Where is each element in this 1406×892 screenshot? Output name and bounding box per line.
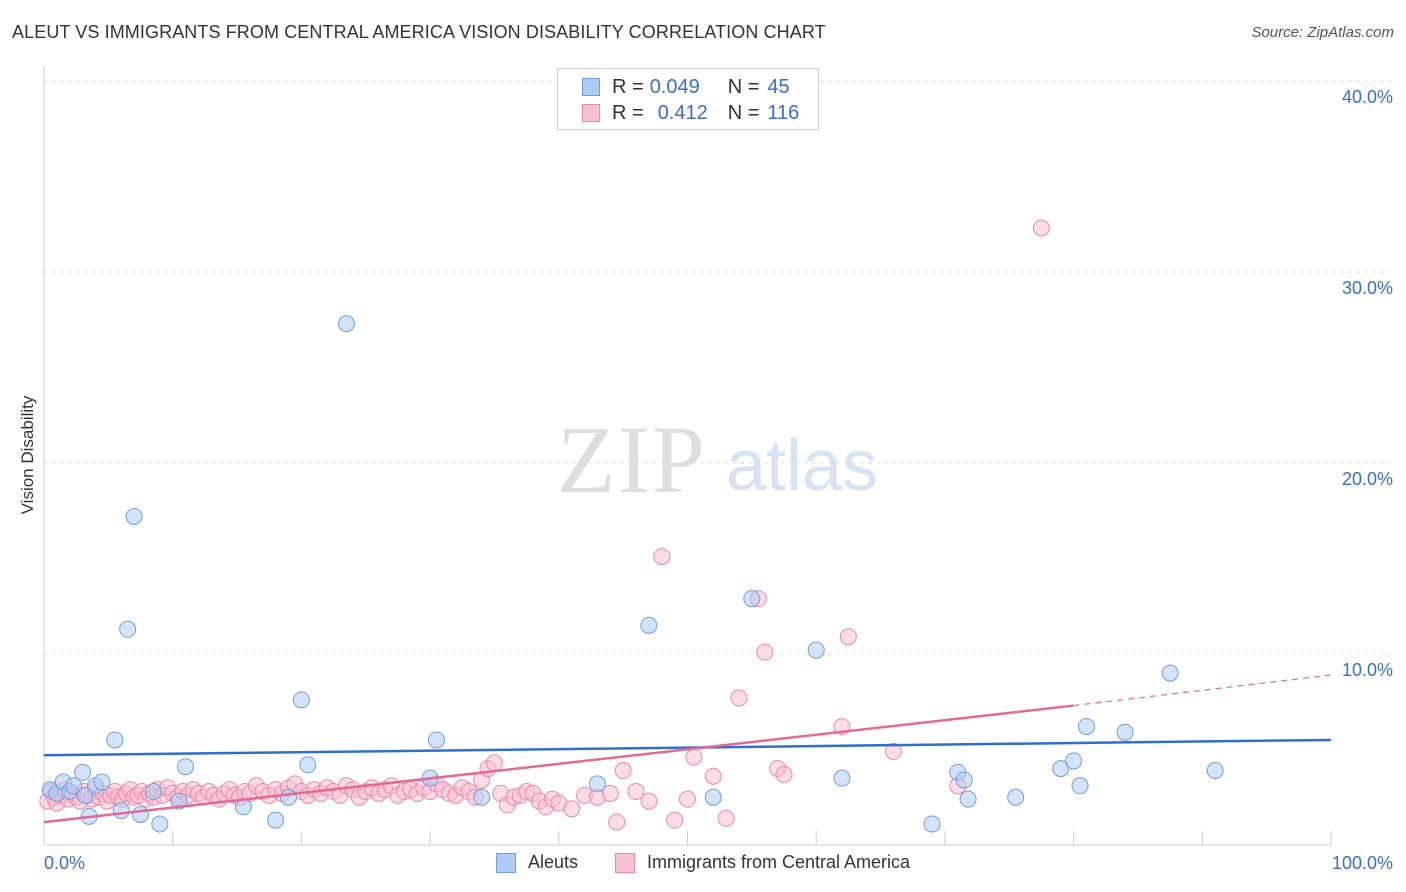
aleuts-point <box>959 790 977 808</box>
legend-r-label: R = <box>612 101 644 124</box>
aleuts-point <box>132 805 150 823</box>
aleuts-point <box>955 771 973 789</box>
data-points <box>39 219 1224 833</box>
aleuts-trend-line <box>43 738 1332 757</box>
immigrants-point <box>730 689 748 707</box>
aleuts-point <box>1052 760 1070 778</box>
immigrants-trend-line <box>43 704 1074 824</box>
immigrants-point <box>653 548 671 566</box>
aleuts-point <box>640 616 658 634</box>
immigrants-point <box>704 767 722 785</box>
y-tick-label: 30.0% <box>1342 278 1393 298</box>
immigrants-point <box>884 742 902 760</box>
aleuts-point <box>299 756 317 774</box>
legend-n-value: 45 <box>767 75 790 98</box>
aleuts-point <box>807 641 825 659</box>
immigrants-point <box>679 790 696 808</box>
y-axis-label: Vision Disability <box>18 395 37 515</box>
legend-n-label: N = <box>727 75 760 98</box>
immigrants-point <box>756 643 774 661</box>
series-legend-immigrants[interactable]: Immigrants from Central America <box>615 852 910 873</box>
watermark: ZIP atlas <box>557 406 878 513</box>
legend-swatch-immigrants <box>582 104 600 122</box>
aleuts-point <box>1206 762 1224 780</box>
x-tick-label-max: 100.0% <box>1332 853 1393 873</box>
series-legend-aleuts[interactable]: Aleuts <box>496 852 578 873</box>
legend-r-label: R = <box>612 75 644 98</box>
y-tick-label: 10.0% <box>1342 660 1393 680</box>
series-swatch-immigrants <box>615 852 635 873</box>
immigrants-trend-extension <box>1073 674 1332 707</box>
chart-title: ALEUT VS IMMIGRANTS FROM CENTRAL AMERICA… <box>12 22 826 42</box>
legend-r-value: 0.412 <box>657 101 708 124</box>
legend-n-value: 116 <box>767 101 800 124</box>
y-tick-label: 40.0% <box>1342 87 1393 107</box>
aleuts-point <box>1116 723 1134 741</box>
immigrants-point <box>627 783 645 801</box>
trend-lines <box>43 674 1332 824</box>
aleuts-point <box>74 763 92 781</box>
aleuts-point <box>65 777 83 795</box>
aleuts-point <box>923 815 941 833</box>
aleuts-point <box>112 802 130 820</box>
aleuts-point <box>1161 664 1179 682</box>
aleuts-point <box>704 788 722 806</box>
x-tick-label-min: 0.0% <box>44 853 85 873</box>
aleuts-point <box>177 758 195 776</box>
aleuts-point <box>106 731 124 749</box>
immigrants-point <box>685 748 703 766</box>
immigrants-point <box>563 800 581 818</box>
aleuts-point <box>1077 718 1095 736</box>
aleuts-point <box>1007 788 1025 806</box>
immigrants-point <box>775 765 793 783</box>
tick-labels: 10.0% 20.0% 30.0% 40.0% 0.0% 100.0% <box>44 87 1393 873</box>
aleuts-point <box>588 775 606 793</box>
aleuts-point <box>125 507 143 525</box>
stats-legend: R = 0.049 N = 45 R = 0.412 N = 116 <box>557 68 819 130</box>
aleuts-point <box>337 315 355 333</box>
axes <box>43 66 1332 846</box>
series-legend: Aleuts Immigrants from Central America <box>0 852 1406 878</box>
aleuts-point <box>833 769 851 787</box>
immigrants-point <box>640 792 658 810</box>
legend-row-immigrants: R = 0.412 N = 116 <box>582 100 799 126</box>
source-label: Source: ZipAtlas.com <box>1251 24 1394 41</box>
immigrants-point <box>717 809 735 827</box>
aleuts-point <box>473 788 491 806</box>
aleuts-point <box>267 811 285 829</box>
aleuts-point <box>1065 752 1083 770</box>
immigrants-point <box>601 784 619 802</box>
series-label-aleuts: Aleuts <box>528 852 579 872</box>
watermark-atlas: atlas <box>726 426 878 506</box>
aleuts-point <box>170 792 188 810</box>
series-swatch-aleuts <box>496 852 516 873</box>
immigrants-point <box>614 762 632 780</box>
grid-lines <box>44 80 1391 655</box>
aleuts-point <box>280 788 298 806</box>
immigrants-point <box>608 813 626 831</box>
legend-swatch-aleuts <box>582 78 600 96</box>
watermark-zip: ZIP <box>557 406 707 513</box>
legend-r-value: 0.049 <box>649 75 700 98</box>
aleuts-point <box>93 773 111 791</box>
aleuts-point <box>151 815 169 833</box>
legend-n-label: N = <box>727 101 760 124</box>
aleuts-point <box>119 620 137 638</box>
immigrants-point <box>839 628 857 646</box>
aleuts-point <box>144 783 162 801</box>
aleuts-point <box>292 691 310 709</box>
series-label-immigrants: Immigrants from Central America <box>647 852 911 872</box>
y-tick-label: 20.0% <box>1342 469 1393 489</box>
aleuts-point <box>743 590 761 608</box>
immigrants-point <box>485 754 503 772</box>
aleuts-point <box>1071 777 1089 795</box>
immigrants-point <box>666 811 684 829</box>
aleuts-point <box>428 731 446 749</box>
immigrants-point <box>1032 219 1050 237</box>
legend-row-aleuts: R = 0.049 N = 45 <box>582 74 790 100</box>
